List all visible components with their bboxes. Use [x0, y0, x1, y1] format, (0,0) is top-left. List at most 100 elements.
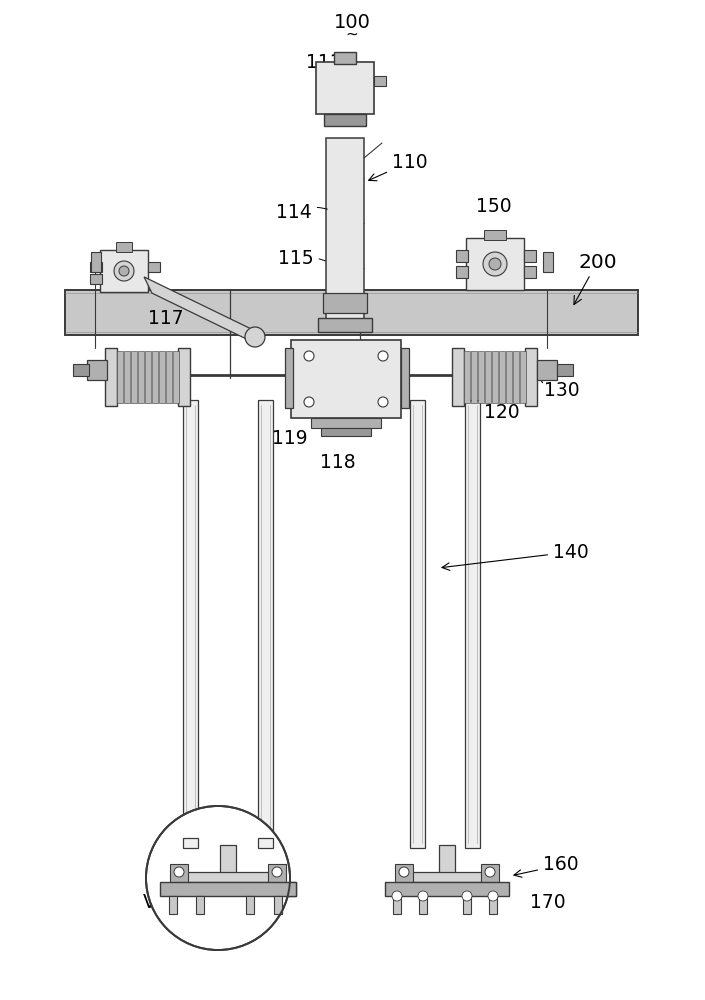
Bar: [456, 266, 468, 278]
Bar: [393, 896, 401, 914]
Bar: [525, 348, 537, 406]
Bar: [173, 872, 283, 882]
Bar: [499, 351, 505, 403]
Bar: [321, 428, 371, 436]
Bar: [220, 845, 236, 875]
Bar: [169, 896, 177, 914]
Bar: [246, 896, 254, 914]
Text: 170: 170: [530, 894, 565, 912]
Bar: [274, 896, 282, 914]
Bar: [105, 348, 117, 406]
Bar: [401, 348, 409, 408]
Bar: [323, 293, 367, 313]
Bar: [452, 348, 464, 406]
Circle shape: [399, 867, 409, 877]
Text: 110: 110: [369, 152, 428, 181]
Text: 140: 140: [442, 542, 589, 570]
Bar: [374, 76, 386, 86]
Bar: [160, 882, 296, 896]
Bar: [131, 351, 137, 403]
Bar: [537, 360, 557, 380]
Circle shape: [146, 806, 290, 950]
Bar: [506, 351, 512, 403]
Bar: [410, 400, 425, 848]
Text: 115: 115: [278, 248, 326, 267]
Circle shape: [462, 891, 472, 901]
Circle shape: [378, 351, 388, 361]
Circle shape: [392, 891, 402, 901]
Text: 130: 130: [538, 376, 580, 399]
Bar: [524, 266, 536, 278]
Circle shape: [304, 397, 314, 407]
Bar: [543, 252, 553, 272]
Bar: [513, 351, 519, 403]
Bar: [166, 351, 172, 403]
Text: 150: 150: [476, 198, 512, 217]
Bar: [485, 351, 491, 403]
Text: 120: 120: [484, 402, 520, 422]
Bar: [87, 360, 107, 380]
Bar: [183, 400, 198, 848]
Circle shape: [418, 891, 428, 901]
Bar: [196, 896, 204, 914]
Bar: [395, 864, 413, 886]
Circle shape: [488, 891, 498, 901]
Bar: [196, 896, 204, 914]
Bar: [258, 838, 273, 848]
Text: 118: 118: [320, 454, 355, 473]
Bar: [492, 351, 498, 403]
Bar: [246, 896, 254, 914]
Bar: [178, 348, 190, 406]
Bar: [173, 872, 283, 882]
Text: ~: ~: [345, 26, 358, 41]
Bar: [73, 364, 89, 376]
Bar: [397, 872, 497, 882]
Circle shape: [304, 351, 314, 361]
Bar: [439, 845, 455, 875]
Bar: [183, 838, 198, 848]
Bar: [471, 351, 477, 403]
Bar: [138, 351, 144, 403]
Bar: [311, 418, 381, 428]
Bar: [220, 845, 236, 875]
Bar: [170, 864, 188, 886]
Bar: [173, 351, 179, 403]
Text: 111: 111: [306, 52, 342, 78]
Bar: [520, 351, 526, 403]
Circle shape: [273, 891, 283, 901]
Circle shape: [245, 891, 255, 901]
Bar: [463, 896, 471, 914]
Bar: [291, 340, 401, 418]
Bar: [90, 262, 102, 272]
Bar: [274, 896, 282, 914]
Circle shape: [245, 327, 265, 347]
Text: V: V: [143, 892, 165, 915]
Bar: [316, 62, 374, 114]
Text: 114: 114: [276, 202, 327, 222]
Circle shape: [489, 258, 501, 270]
Bar: [258, 400, 273, 848]
Bar: [268, 864, 286, 886]
Circle shape: [378, 397, 388, 407]
Bar: [160, 882, 296, 896]
Circle shape: [272, 867, 282, 877]
Circle shape: [114, 261, 134, 281]
Bar: [466, 238, 524, 290]
Circle shape: [195, 891, 205, 901]
Bar: [91, 252, 101, 272]
Bar: [124, 351, 130, 403]
Bar: [557, 364, 573, 376]
Bar: [326, 138, 364, 330]
Bar: [116, 242, 132, 252]
Text: 200: 200: [574, 252, 617, 304]
Circle shape: [272, 867, 282, 877]
Circle shape: [485, 867, 495, 877]
Circle shape: [119, 266, 129, 276]
Circle shape: [174, 867, 184, 877]
Bar: [170, 864, 188, 886]
Bar: [148, 262, 160, 272]
Bar: [385, 882, 509, 896]
Bar: [464, 351, 470, 403]
Bar: [100, 250, 148, 292]
Bar: [285, 348, 293, 408]
